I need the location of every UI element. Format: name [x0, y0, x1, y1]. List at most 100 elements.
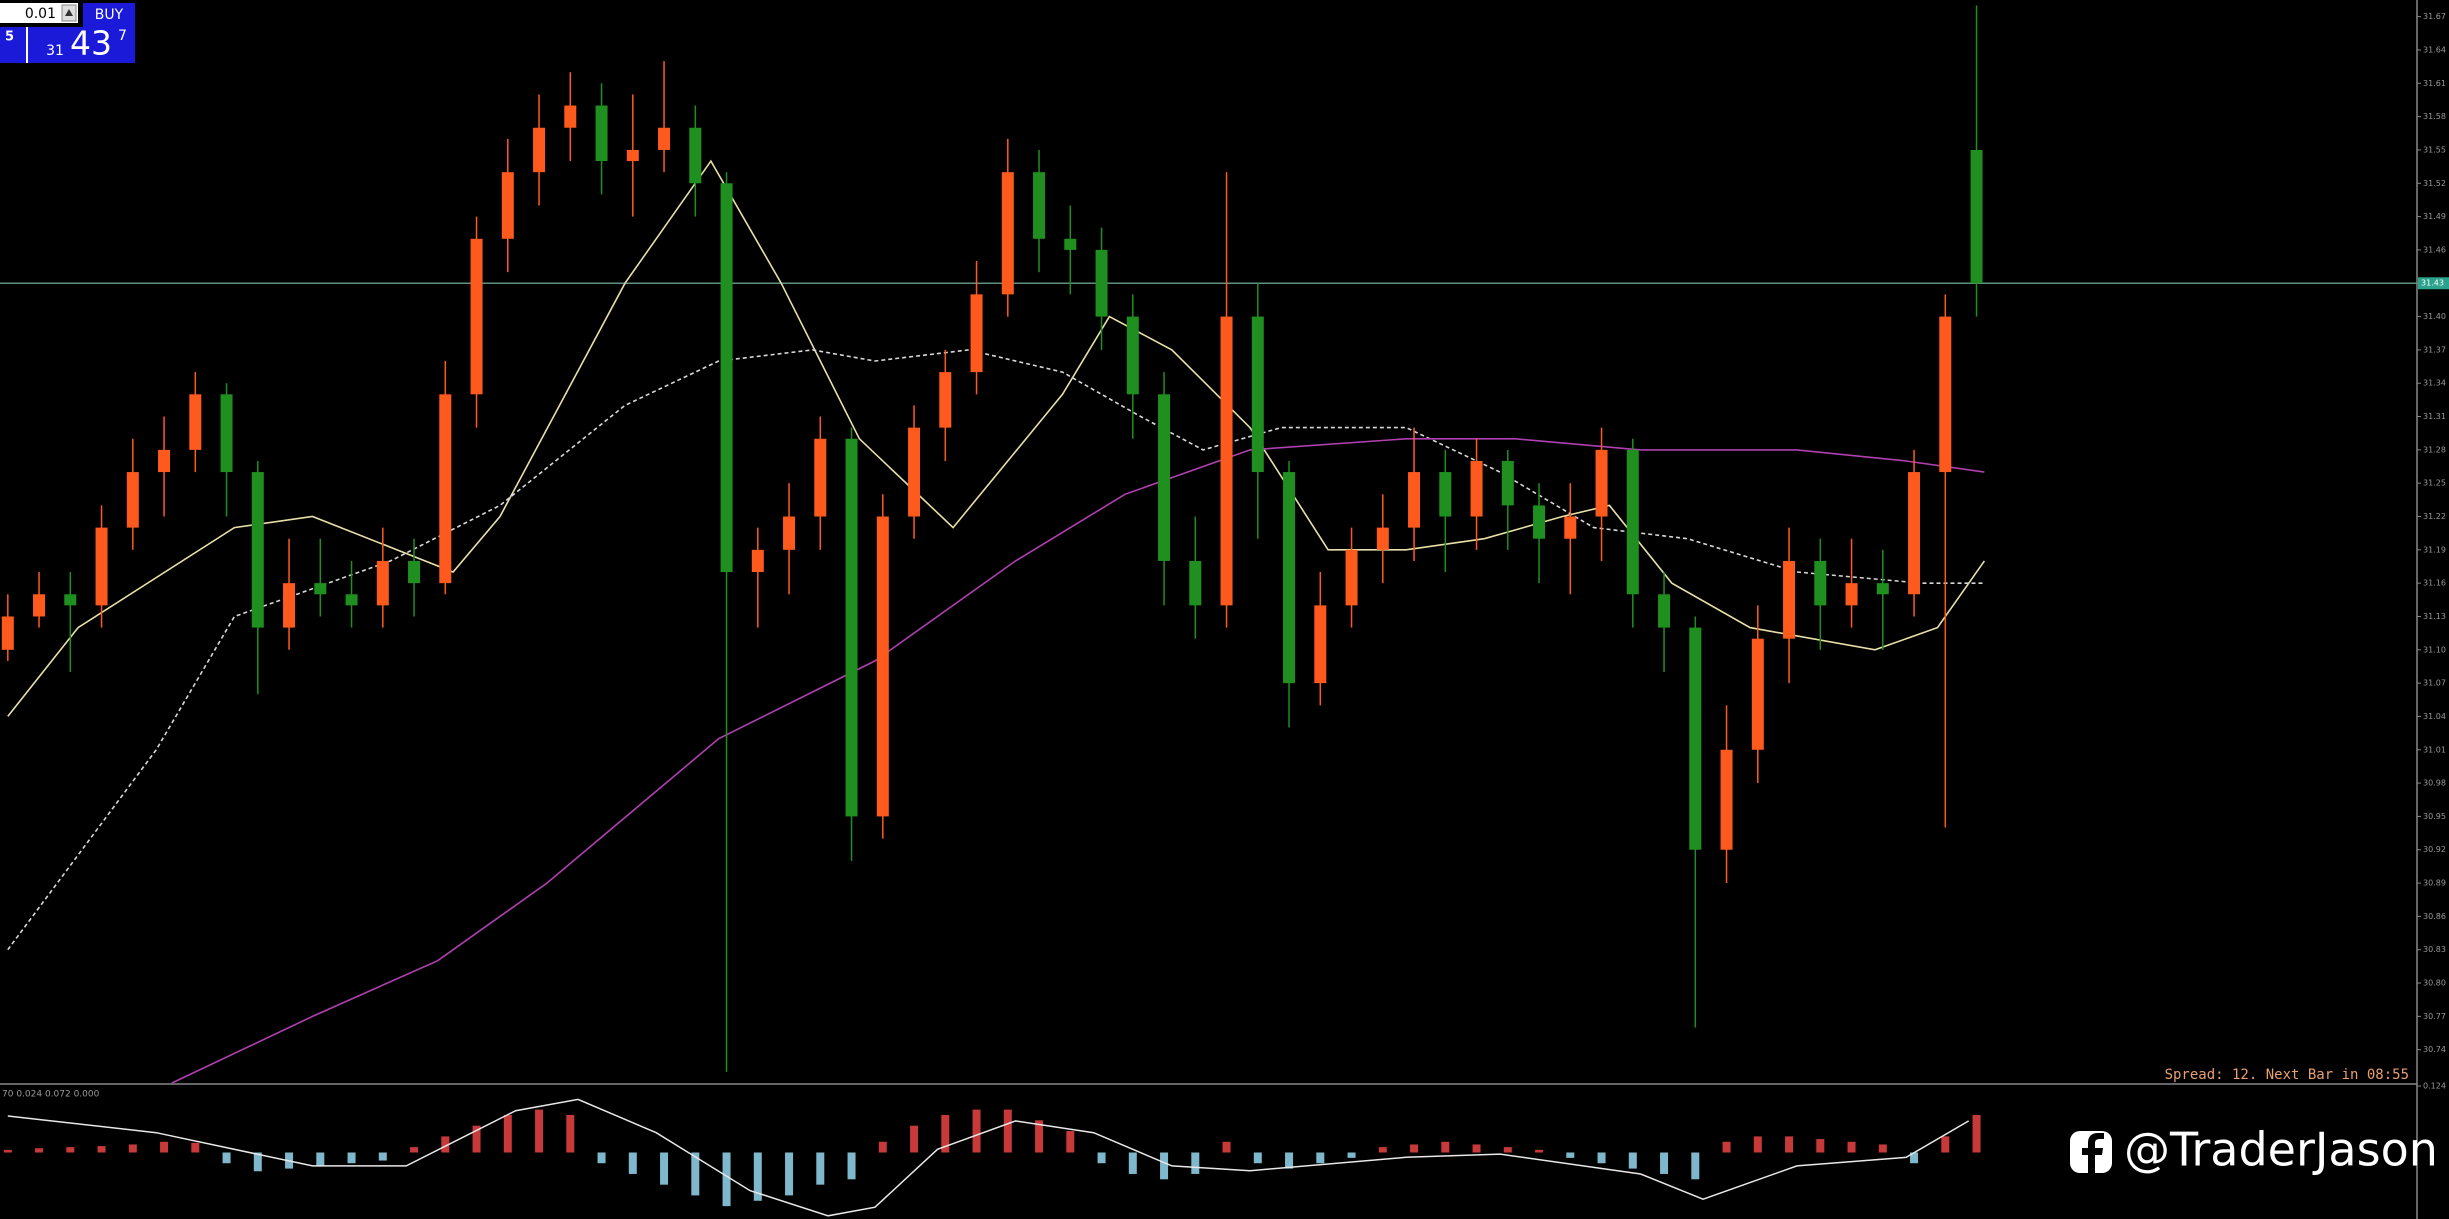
candle-body [1470, 460, 1483, 517]
histogram-bar [1097, 1152, 1106, 1164]
histogram-bar [972, 1109, 981, 1153]
y-tick-label: 31.37 [2423, 345, 2446, 354]
price-sup: 7 [118, 28, 127, 44]
histogram-bar [1253, 1152, 1262, 1164]
histogram-bar [691, 1152, 700, 1196]
candle-body [220, 394, 233, 473]
histogram-bar [566, 1114, 575, 1153]
candle-body [1845, 583, 1858, 606]
buy-label[interactable]: BUY [95, 7, 124, 23]
candle-body [1689, 627, 1702, 850]
histogram-bar [1285, 1152, 1294, 1169]
trade-panel[interactable]: 0.01 BUY 5 31 43 7 [0, 3, 135, 63]
candle-body [189, 394, 202, 450]
y-tick-label: 31.49 [2423, 212, 2446, 221]
candle-body [1439, 472, 1452, 517]
price-box [0, 27, 135, 63]
histogram-bar [222, 1152, 231, 1164]
histogram-bar [1316, 1152, 1325, 1164]
y-tick-label: 31.04 [2423, 712, 2446, 721]
candle-body [1001, 172, 1014, 295]
candle-body [1939, 316, 1952, 473]
histogram-bar [1847, 1141, 1856, 1153]
candle-body [564, 105, 577, 128]
histogram-bar [1660, 1152, 1669, 1174]
histogram-bar [628, 1152, 637, 1174]
y-tick-label: 31.19 [2423, 545, 2446, 554]
histogram-bar [1378, 1147, 1387, 1153]
y-tick-label: 31.16 [2423, 579, 2446, 588]
candle-body [876, 516, 889, 817]
histogram-bar [1003, 1109, 1012, 1153]
candle-body [908, 427, 921, 517]
y-tick-label: 31.01 [2423, 745, 2446, 754]
y-tick-label: 30.95 [2423, 812, 2446, 821]
candle-body [1345, 549, 1358, 606]
candle-body [1658, 594, 1671, 628]
current-price-label: 31.43 [2421, 279, 2444, 288]
candle-body [345, 594, 358, 606]
histogram-bar [3, 1149, 12, 1153]
histogram-bar [1972, 1114, 1981, 1153]
candle-body [95, 527, 108, 606]
candle-body [1, 616, 14, 650]
histogram-bar [1691, 1152, 1700, 1180]
candle-body [1064, 238, 1077, 250]
candle-body [376, 560, 389, 606]
candle-body [1533, 505, 1546, 539]
status-text: Spread: 12. Next Bar in 08:55 [2165, 1067, 2409, 1083]
lot-field[interactable] [0, 3, 78, 23]
candle-body [1158, 394, 1171, 561]
candle-body [33, 594, 46, 617]
bid-digit: 5 [5, 30, 14, 45]
candle-body [1501, 460, 1514, 506]
histogram-bar [785, 1152, 794, 1196]
histogram-bar [1753, 1136, 1762, 1153]
candle-body [1751, 638, 1764, 750]
price-prefix: 31 [46, 43, 64, 59]
y-tick-label: 31.52 [2423, 179, 2446, 188]
lot-size[interactable]: 0.01 [25, 6, 56, 22]
histogram-bar [1191, 1152, 1200, 1174]
histogram-bar [1628, 1152, 1637, 1169]
histogram-bar [1160, 1152, 1169, 1180]
y-tick-label: 30.89 [2423, 879, 2446, 888]
y-tick-label: 30.83 [2423, 945, 2446, 954]
candle-body [1814, 560, 1827, 606]
candle-body [1376, 527, 1389, 550]
histogram-bar [378, 1152, 387, 1161]
histogram-bar [1066, 1131, 1075, 1153]
y-tick-label: 31.10 [2423, 645, 2446, 654]
y-tick-label: 31.28 [2423, 445, 2446, 454]
y-tick-label: 31.40 [2423, 312, 2446, 321]
candle-body [939, 372, 952, 428]
histogram-bar [847, 1152, 856, 1180]
y-tick-label: 30.77 [2423, 1012, 2446, 1021]
histogram-bar [910, 1125, 919, 1153]
candle-body [783, 516, 796, 550]
y-tick-label: 31.64 [2423, 45, 2446, 54]
candle-body [1189, 560, 1202, 606]
y-tick-label: 31.46 [2423, 245, 2446, 254]
candle-body [1876, 583, 1889, 595]
histogram-bar [1222, 1141, 1231, 1153]
buy-button[interactable] [83, 3, 135, 27]
moving-average [7, 349, 1985, 951]
candle-body [1970, 149, 1983, 284]
histogram-bar [1410, 1144, 1419, 1153]
y-tick-label: 31.31 [2423, 412, 2446, 421]
watermark: @TraderJason [2070, 1123, 2438, 1177]
spinner-arrow [65, 9, 73, 16]
candle-body [283, 583, 296, 628]
histogram-bar [1535, 1149, 1544, 1153]
histogram-bar [97, 1146, 106, 1153]
candle-body [64, 594, 77, 606]
histogram-bar [1472, 1144, 1481, 1153]
y-tick-label: 31.55 [2423, 145, 2446, 154]
histogram-bar [722, 1152, 731, 1207]
y-tick-label: 30.74 [2423, 1045, 2446, 1054]
candle-body [251, 472, 264, 628]
candle-body [1626, 449, 1639, 595]
histogram-bar [1816, 1139, 1825, 1153]
